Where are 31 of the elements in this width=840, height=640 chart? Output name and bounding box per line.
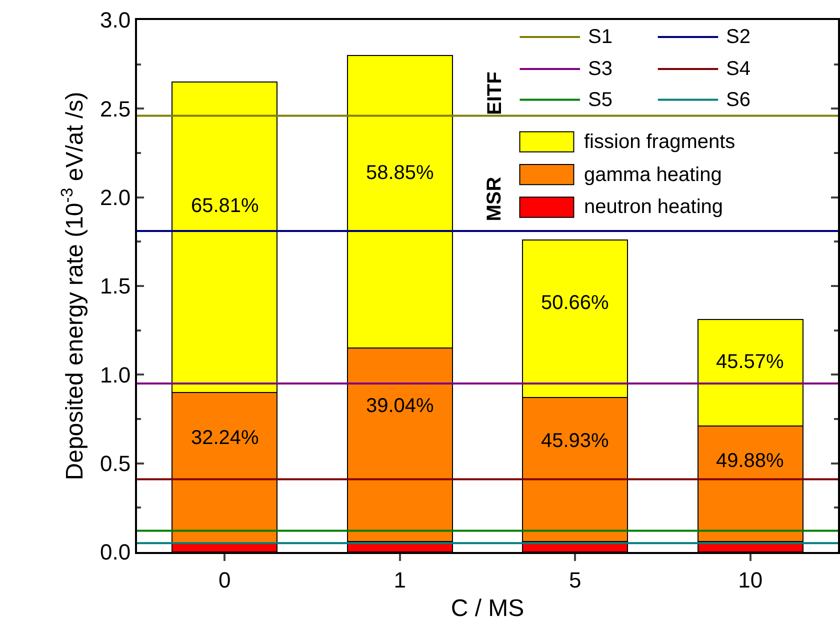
annotation: 49.88%	[716, 450, 784, 472]
legend-label: S6	[726, 89, 750, 111]
legend-label: fission fragments	[584, 131, 736, 153]
legend-label: S5	[588, 89, 612, 111]
legend-label: gamma heating	[584, 164, 722, 186]
y-tick-label: 0.5	[100, 451, 131, 476]
legend-label: S1	[588, 26, 612, 48]
y-tick-label: 3.0	[100, 8, 131, 33]
legend-label: S2	[726, 26, 750, 48]
legend-label: S3	[588, 58, 612, 80]
annotation: EITF	[484, 72, 506, 116]
annotation: MSR	[484, 176, 506, 222]
x-tick-label: 1	[394, 567, 406, 592]
legend-label: neutron heating	[584, 196, 724, 218]
annotation: 45.93%	[541, 430, 610, 452]
annotation: 32.24%	[191, 427, 260, 449]
x-tick-label: 0	[218, 567, 231, 592]
annotation: 58.85%	[366, 162, 434, 184]
x-tick-label: 5	[569, 567, 582, 592]
y-tick-label: 1.5	[100, 274, 131, 299]
x-tick-label: 10	[738, 567, 763, 592]
annotation: 45.57%	[716, 351, 784, 373]
y-tick-label: 2.0	[100, 185, 131, 210]
annotation: 65.81%	[191, 195, 260, 217]
annotation: 39.04%	[366, 395, 434, 417]
annotation: 50.66%	[541, 292, 610, 314]
legend-label: S4	[726, 58, 750, 80]
y-tick-label: 0.0	[100, 540, 131, 565]
y-tick-label: 1.0	[100, 362, 131, 388]
x-axis-title: C / MS	[450, 595, 524, 622]
y-tick-label: 2.5	[100, 96, 131, 122]
